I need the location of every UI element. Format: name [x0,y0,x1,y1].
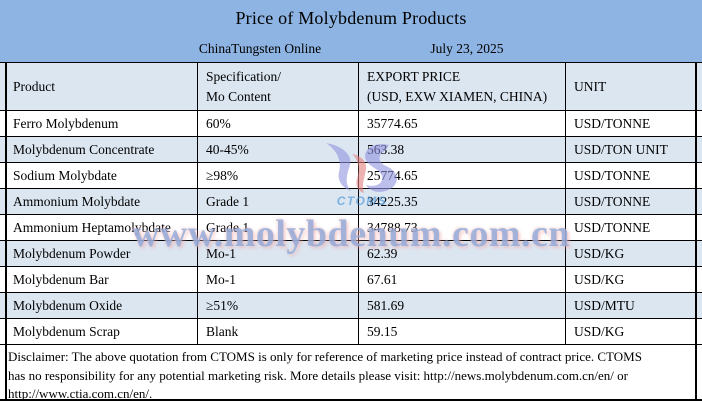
spec-cell: Mo-1 [197,241,358,266]
table-row: Ammonium Molybdate Grade 1 34225.35 USD/… [0,188,702,214]
disclaimer-line: Disclaimer: The above quotation from CTO… [8,349,642,364]
product-cell: Sodium Molybdate [13,167,117,183]
table-bottom-border [0,399,702,401]
product-cell: Molybdenum Powder [13,245,131,261]
unit-cell: USD/TONNE [565,189,702,214]
unit-cell: USD/KG [565,267,702,292]
price-cell: 35774.65 [358,111,565,136]
table-row: Molybdenum Powder Mo-1 62.39 USD/KG [0,240,702,266]
price-cell: 62.39 [358,241,565,266]
spec-cell: Blank [197,319,358,344]
header-spec-line2: Mo Content [206,88,271,104]
spec-cell: Grade 1 [197,215,358,240]
table-right-border [695,63,697,401]
unit-cell: USD/KG [565,241,702,266]
table-row: Sodium Molybdate ≥98% 25774.65 USD/TONNE [0,162,702,188]
table-row: Ammonium Heptamolybdate Grade 1 34788.73… [0,214,702,240]
header-price-line2: (USD, EXW XIAMEN, CHINA) [367,88,548,104]
header-specification: Specification/ Mo Content [197,63,358,110]
source-label: ChinaTungsten Online [198,41,322,56]
header-price-line1: EXPORT PRICE [367,68,461,84]
product-cell: Ferro Molybdenum [13,115,119,131]
table-row: Molybdenum Concentrate 40-45% 563.38 USD… [0,136,702,162]
header-banner: Price of Molybdenum Products ChinaTungst… [0,0,702,63]
price-cell: 34225.35 [358,189,565,214]
disclaimer: Disclaimer: The above quotation from CTO… [0,344,702,405]
date-label: July 23, 2025 [430,41,504,56]
product-cell: Molybdenum Concentrate [13,141,155,157]
price-table: Product Specification/ Mo Content EXPORT… [0,63,702,344]
price-cell: 67.61 [358,267,565,292]
disclaimer-line: has no responsibility for any potential … [8,367,628,383]
product-cell: Ammonium Heptamolybdate [13,219,171,235]
spec-cell: 60% [197,111,358,136]
spec-cell: 40-45% [197,137,358,162]
unit-cell: USD/TON UNIT [565,137,702,162]
price-cell: 34788.73 [358,215,565,240]
header-product: Product [13,78,55,94]
price-cell: 581.69 [358,293,565,318]
table-row: Ferro Molybdenum 60% 35774.65 USD/TONNE [0,110,702,136]
unit-cell: USD/MTU [565,293,702,318]
product-cell: Molybdenum Bar [13,271,109,287]
unit-cell: USD/KG [565,319,702,344]
table-header-row: Product Specification/ Mo Content EXPORT… [0,63,702,110]
page-title: Price of Molybdenum Products [235,8,467,28]
disclaimer-line: http://www.ctia.com.cn/en/. [8,386,153,401]
spec-cell: Grade 1 [197,189,358,214]
unit-cell: USD/TONNE [565,163,702,188]
price-cell: 563.38 [358,137,565,162]
table-row: Molybdenum Oxide ≥51% 581.69 USD/MTU [0,292,702,318]
table-row: Molybdenum Scrap Blank 59.15 USD/KG [0,318,702,344]
table-row: Molybdenum Bar Mo-1 67.61 USD/KG [0,266,702,292]
spec-cell: ≥51% [197,293,358,318]
product-cell: Molybdenum Oxide [13,297,123,313]
product-cell: Ammonium Molybdate [13,193,141,209]
header-export-price: EXPORT PRICE (USD, EXW XIAMEN, CHINA) [358,63,565,110]
header-unit: UNIT [565,63,702,110]
unit-cell: USD/TONNE [565,111,702,136]
table-left-border [5,63,7,401]
price-cell: 25774.65 [358,163,565,188]
unit-cell: USD/TONNE [565,215,702,240]
spec-cell: Mo-1 [197,267,358,292]
product-cell: Molybdenum Scrap [13,323,120,339]
price-cell: 59.15 [358,319,565,344]
spec-cell: ≥98% [197,163,358,188]
header-spec-line1: Specification/ [206,68,281,84]
